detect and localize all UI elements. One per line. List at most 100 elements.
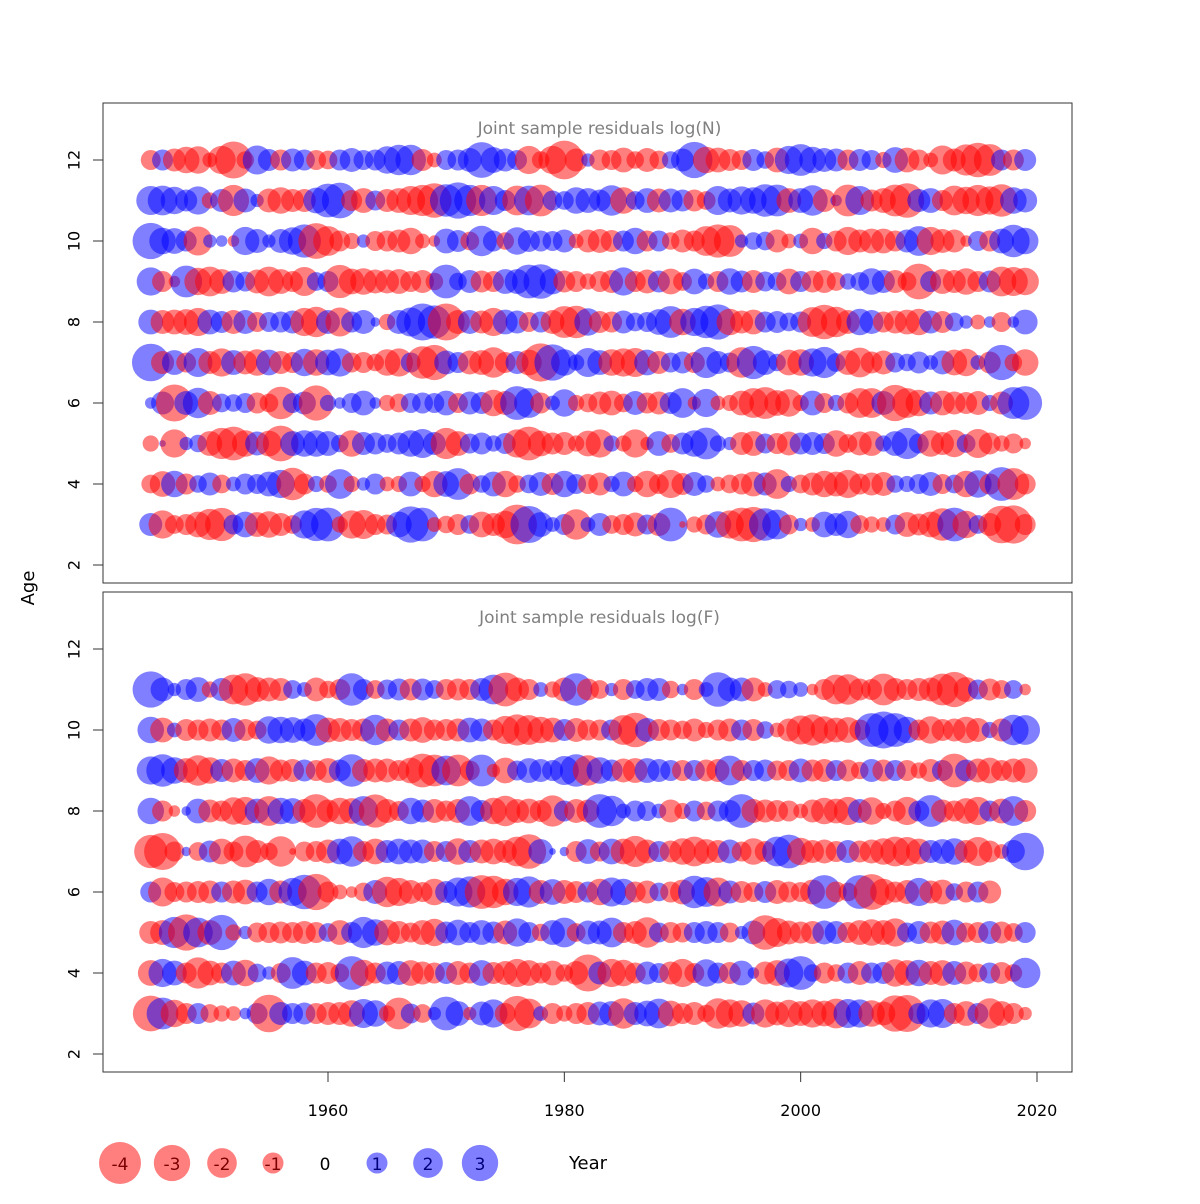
bubble xyxy=(465,754,498,787)
bubble xyxy=(265,836,296,867)
bubble xyxy=(783,956,818,990)
bubble xyxy=(850,515,870,534)
bubble xyxy=(514,998,544,1029)
bubble xyxy=(332,884,348,900)
bubble xyxy=(289,848,296,855)
bubble xyxy=(713,225,746,257)
bubble xyxy=(550,389,579,417)
bubble xyxy=(233,188,258,213)
bubble xyxy=(470,432,493,455)
bubble xyxy=(588,472,612,496)
bubble xyxy=(1011,349,1039,376)
bubble xyxy=(978,432,1001,455)
bubble xyxy=(152,800,174,822)
panel-title: Joint sample residuals log(F) xyxy=(478,608,720,628)
bubble xyxy=(413,1004,432,1023)
bubble xyxy=(213,1005,230,1022)
bubble xyxy=(542,1003,564,1024)
bubble xyxy=(1008,386,1043,420)
y-tick-label: 10 xyxy=(65,720,84,740)
bubble xyxy=(203,234,217,248)
bubble xyxy=(397,227,424,255)
legend-bubble xyxy=(207,1148,237,1178)
bubble xyxy=(551,349,578,376)
legend-label: 3 xyxy=(475,1155,486,1175)
x-axis-label: Year xyxy=(568,1153,608,1174)
bubble xyxy=(364,473,386,495)
bubble xyxy=(861,150,882,170)
bubble xyxy=(311,507,345,542)
bubble xyxy=(692,388,721,418)
bubble xyxy=(226,1006,241,1021)
bubble xyxy=(603,435,620,452)
bubble xyxy=(780,680,798,699)
legend: -4 -3 -2 -1 0 1 2 3 xyxy=(99,1142,499,1184)
bubble xyxy=(528,839,554,864)
bubble xyxy=(405,507,440,542)
x-axis: 1960 1980 2000 2020 xyxy=(308,1072,1057,1120)
bubble xyxy=(426,517,442,532)
bubble xyxy=(1019,437,1031,450)
bubble xyxy=(778,800,800,822)
bubble xyxy=(799,227,826,255)
bubble xyxy=(952,348,980,377)
bubble xyxy=(978,880,1002,904)
bubble xyxy=(1012,758,1038,783)
bubble xyxy=(907,351,930,374)
bubble xyxy=(1011,267,1039,296)
bubble xyxy=(653,507,688,542)
bubble xyxy=(762,469,792,499)
bubble xyxy=(734,234,749,248)
bubble xyxy=(697,475,715,493)
bubble xyxy=(1012,309,1038,335)
bubble xyxy=(942,229,966,253)
bubble xyxy=(1014,799,1037,823)
bubble xyxy=(370,317,380,327)
bubble xyxy=(679,521,686,528)
bubble xyxy=(361,1000,389,1027)
bubble xyxy=(794,517,808,532)
bubble xyxy=(142,435,159,452)
bubble xyxy=(200,1004,220,1023)
legend-label: 2 xyxy=(423,1155,434,1175)
bubble xyxy=(661,680,680,699)
y-tick-label: 12 xyxy=(65,639,84,659)
bubble xyxy=(812,188,836,213)
bubble xyxy=(863,516,880,533)
panel-1: Joint sample residuals log(N) 2 4 6 8 10 12 xyxy=(65,102,1073,584)
bubble xyxy=(552,229,576,253)
bubble xyxy=(398,471,424,497)
bubble xyxy=(690,427,723,460)
bubble xyxy=(518,679,540,700)
bubble xyxy=(585,429,614,458)
bubble xyxy=(637,801,658,821)
bubble xyxy=(150,717,175,743)
bubble xyxy=(781,233,797,249)
bubble xyxy=(610,471,636,497)
bubble xyxy=(181,846,191,857)
bubble xyxy=(1018,1006,1032,1021)
bubble xyxy=(317,881,339,903)
bubble xyxy=(896,760,918,781)
bubble xyxy=(659,799,683,823)
bubble xyxy=(683,679,705,700)
bubble xyxy=(965,391,990,415)
bubble xyxy=(351,390,376,416)
bubble xyxy=(1006,832,1044,871)
bubble xyxy=(160,429,189,458)
bubble xyxy=(1003,433,1024,454)
bubble xyxy=(991,312,1012,332)
legend-bubble xyxy=(153,1144,191,1182)
bubble xyxy=(1014,922,1036,943)
bubble xyxy=(215,235,228,247)
bubble xyxy=(621,429,650,458)
y-tick-label: 12 xyxy=(65,150,84,170)
bubble xyxy=(345,886,358,898)
bubble xyxy=(533,682,549,697)
bubble xyxy=(741,677,766,702)
bubble xyxy=(590,680,610,699)
bubble xyxy=(1002,1003,1024,1024)
bubble xyxy=(369,397,382,409)
bubble xyxy=(343,475,360,493)
